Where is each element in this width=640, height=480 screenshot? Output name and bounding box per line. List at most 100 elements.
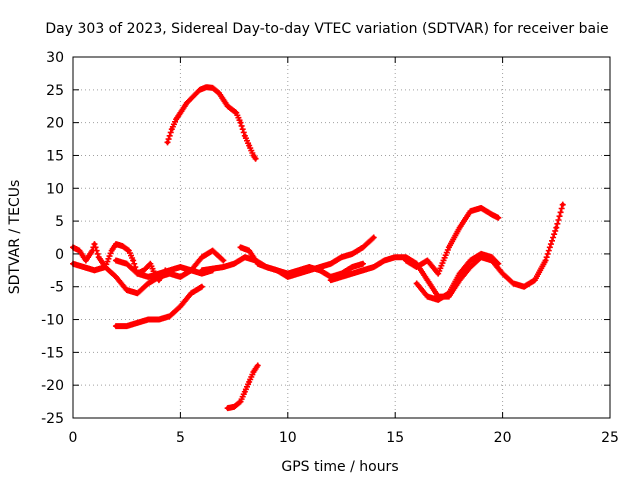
data-point: [225, 104, 230, 109]
data-point: [247, 248, 252, 253]
y-tick-label: -15: [41, 345, 64, 361]
data-point: [221, 97, 226, 102]
data-point: [83, 258, 88, 263]
data-point: [174, 117, 179, 122]
data-point: [296, 268, 301, 273]
data-point: [339, 274, 344, 279]
data-point: [496, 215, 501, 220]
data-point: [103, 265, 108, 270]
data-point: [468, 209, 473, 214]
data-point: [414, 281, 419, 286]
x-axis-label: GPS time / hours: [281, 459, 398, 475]
series-markers: [224, 362, 261, 412]
data-point: [189, 291, 194, 296]
data-series: [70, 84, 566, 412]
series-track-4: [112, 283, 205, 330]
y-tick-label: -25: [41, 411, 64, 427]
data-point: [425, 258, 430, 263]
data-point: [225, 406, 230, 411]
data-point: [328, 278, 333, 283]
data-point: [468, 265, 473, 270]
data-point: [318, 268, 323, 273]
data-point: [560, 202, 565, 207]
data-point: [496, 261, 501, 266]
data-point: [124, 261, 129, 266]
data-point: [251, 153, 256, 158]
y-tick-label: -5: [50, 280, 64, 296]
data-point: [232, 261, 237, 266]
data-point: [197, 87, 202, 92]
data-point: [543, 258, 548, 263]
data-point: [204, 85, 209, 90]
data-point: [489, 212, 494, 217]
data-point: [255, 363, 260, 368]
data-point: [238, 399, 243, 404]
y-axis-label: SDTVAR / TECUs: [7, 180, 23, 295]
data-point: [120, 244, 125, 249]
data-point: [457, 271, 462, 276]
series-track-10: [413, 250, 502, 303]
data-point: [522, 284, 527, 289]
data-point: [238, 245, 243, 250]
data-point: [113, 324, 118, 329]
data-point: [221, 265, 226, 270]
y-tick-label: 30: [46, 50, 64, 66]
data-point: [77, 248, 82, 253]
x-tick-label: 25: [601, 430, 619, 446]
data-point: [457, 225, 462, 230]
data-point: [446, 245, 451, 250]
data-point: [285, 271, 290, 276]
data-point: [113, 274, 118, 279]
y-tick-label: 10: [46, 181, 64, 197]
y-tick-label: 5: [55, 214, 64, 230]
data-point: [403, 258, 408, 263]
data-point: [255, 261, 260, 266]
data-point: [307, 265, 312, 270]
x-tick-label: 10: [279, 430, 297, 446]
data-point: [199, 268, 204, 273]
x-tick-label: 0: [69, 430, 78, 446]
data-point: [360, 245, 365, 250]
data-point: [446, 291, 451, 296]
data-point: [339, 255, 344, 260]
data-point: [350, 265, 355, 270]
data-point: [178, 274, 183, 279]
data-point: [371, 265, 376, 270]
data-point: [371, 235, 376, 240]
data-point: [229, 107, 234, 112]
data-point: [167, 268, 172, 273]
y-tick-label: 25: [46, 83, 64, 99]
x-tick-label: 5: [176, 430, 185, 446]
data-point: [328, 261, 333, 266]
data-point: [554, 225, 559, 230]
data-point: [247, 379, 252, 384]
data-point: [275, 268, 280, 273]
data-point: [489, 255, 494, 260]
data-point: [126, 248, 131, 253]
data-point: [242, 133, 247, 138]
data-point: [242, 389, 247, 394]
data-point: [500, 271, 505, 276]
data-point: [221, 258, 226, 263]
data-point: [414, 265, 419, 270]
data-point: [251, 370, 256, 375]
grid-lines: [73, 57, 610, 418]
data-point: [124, 288, 129, 293]
x-tick-label: 15: [386, 430, 404, 446]
data-point: [167, 314, 172, 319]
data-point: [234, 110, 239, 115]
data-point: [210, 248, 215, 253]
data-point: [146, 317, 151, 322]
data-point: [238, 120, 243, 125]
data-point: [146, 281, 151, 286]
data-point: [210, 85, 215, 90]
series-track-8: [237, 244, 366, 280]
data-point: [191, 94, 196, 99]
data-point: [109, 248, 114, 253]
data-point: [479, 205, 484, 210]
x-tick-label: 20: [494, 430, 512, 446]
data-point: [92, 242, 97, 247]
data-point: [264, 265, 269, 270]
data-point: [165, 140, 170, 145]
